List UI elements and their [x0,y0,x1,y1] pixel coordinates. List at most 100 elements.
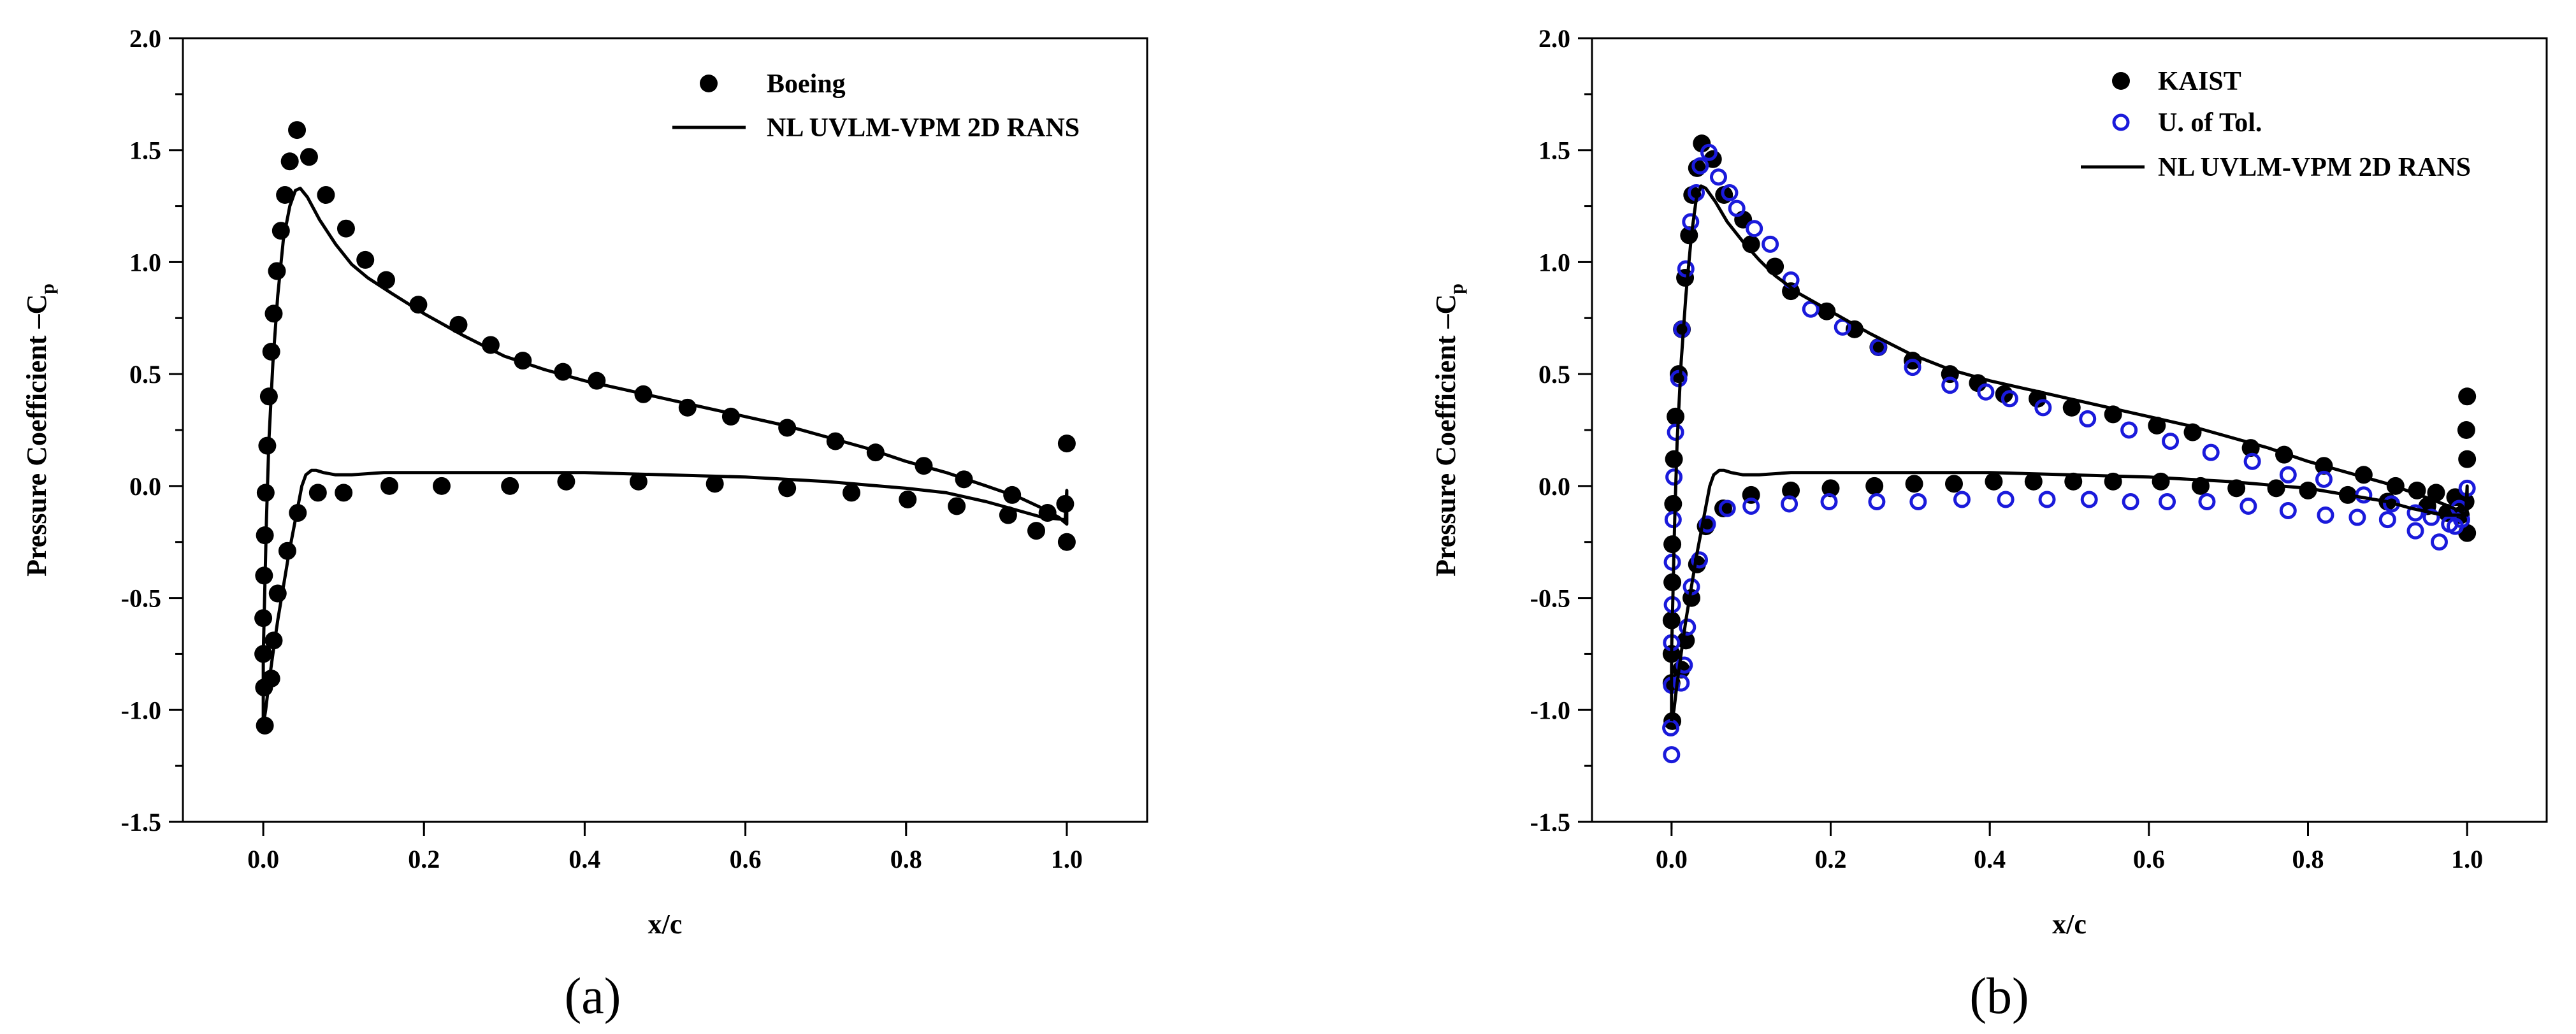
legend-marker-swatch [2112,113,2130,131]
data-point [268,262,286,280]
panel-label: (a) [565,968,621,1024]
data-point [1677,260,1695,278]
data-point [1663,746,1681,764]
data-point [1057,434,1076,453]
data-point [2458,387,2477,406]
data-point [2279,466,2297,484]
data-point [1904,359,1921,377]
legend-label: U. of Tol. [2158,108,2262,138]
data-point [1027,522,1046,540]
data-point [1700,143,1718,161]
data-point [629,472,648,491]
data-point [1820,492,1838,510]
data-point [317,186,335,204]
data-point [2406,522,2424,540]
data-point [2446,517,2464,535]
data-point [481,336,500,354]
data-point [2038,491,2056,508]
data-point [2029,389,2047,408]
data-point [1782,481,1800,499]
data-point [380,477,399,495]
data-point [432,477,451,495]
data-point [2315,470,2333,488]
data-point [2152,472,2170,491]
data-point [2430,533,2448,551]
data-point [1746,220,1763,238]
data-point [843,484,861,502]
data-point [2120,421,2138,439]
data-point [1869,338,1887,356]
series-kaist [1662,134,2477,730]
data-point [1057,533,1076,551]
series-boeing [254,121,1076,735]
data-point [262,343,280,361]
data-point [999,506,1017,524]
x-axis-title: x/c [2052,908,2087,940]
chart-panel-b: 0.0 0.2 0.4 0.6 0.8 1.0 -1.5 -1.0 -0.5 0.0 0.5 1.0 1… [1430,24,2548,1024]
data-point [356,250,375,269]
data-point [2064,472,2083,491]
data-point [1944,475,1963,493]
panel-label: (b) [1969,968,2029,1024]
data-point [557,472,575,491]
data-point [259,387,278,406]
data-point [2062,398,2081,417]
series-line [1670,184,2469,722]
x-tick-label: 0.8 [2292,845,2324,873]
data-point [1821,479,1840,498]
data-point [1667,424,1684,442]
data-point [1742,497,1760,515]
data-point [2267,479,2285,498]
x-tick-label: 0.8 [890,845,922,873]
data-point [2299,481,2317,499]
data-point [308,484,327,502]
data-point [2406,504,2424,522]
data-point [2079,410,2097,427]
y-tick-label: 1.5 [129,136,161,165]
y-tick-label: 0.0 [1538,472,1570,501]
data-point [1865,477,1884,495]
data-point [1997,491,2015,508]
data-point [1868,492,1886,510]
data-point [2243,452,2261,470]
data-point [1691,157,1709,175]
data-point [2024,472,2043,491]
y-tick-label: 2.0 [129,24,161,53]
series-nl-uvlm-vpm-2d-rans [1670,184,2469,722]
data-point [899,490,917,508]
data-point [2198,492,2216,510]
y-tick-label: -1.0 [1530,696,1570,724]
data-point [1953,491,1971,508]
chart-panel-a: 0.0 0.2 0.4 0.6 0.8 1.0 -1.5 -1.0 -0.5 0.0 0.5 1.0 1… [21,24,1148,1024]
data-point [2159,492,2176,510]
data-point [2034,399,2052,417]
data-point [1665,450,1683,468]
data-point [2202,443,2220,461]
data-point [2001,390,2018,408]
x-tick-label: 0.2 [1815,845,1847,873]
data-point [778,479,797,498]
series-u-of-tol- [1662,143,2476,764]
data-point [336,219,355,238]
data-point [1693,134,1711,153]
data-point [2279,502,2297,520]
data-point [1665,468,1683,486]
y-tick-label: -1.5 [121,808,161,837]
data-point [1663,535,1682,554]
data-point [1714,499,1732,517]
legend-marker-swatch [2112,72,2130,90]
y-tick-label: 0.0 [129,472,161,501]
data-point [721,407,740,426]
data-point [501,477,519,495]
y-axis-title-subscript: p [1446,284,1467,294]
data-point [1941,377,1959,394]
legend: Boeing NL UVLM-VPM 2D RANS [672,69,1080,143]
data-point [1667,407,1685,426]
data-point [1742,235,1760,254]
data-point [2080,491,2098,508]
x-tick-label: 0.2 [408,845,440,873]
data-point [1709,168,1727,186]
data-point [2457,421,2475,439]
series-line [261,187,1069,726]
